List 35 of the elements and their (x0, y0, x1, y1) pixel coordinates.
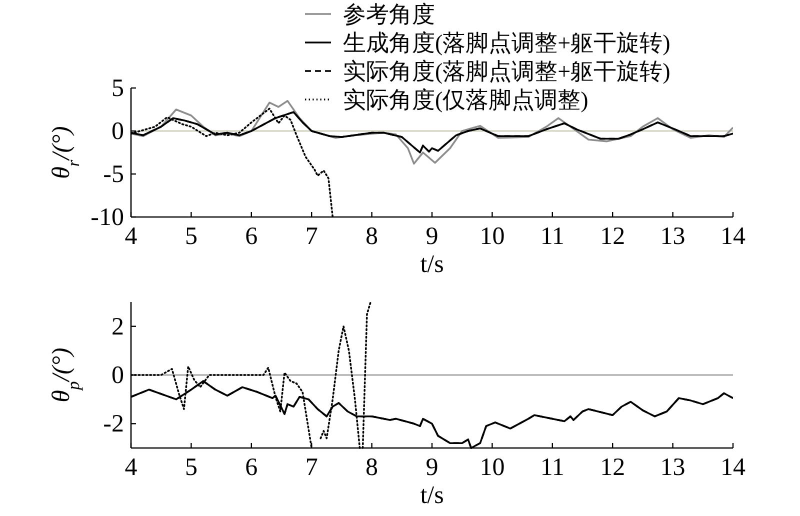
y-tick-label: -5 (103, 161, 124, 188)
x-axis-title: t/s (420, 251, 444, 278)
x-tick-label: 11 (540, 223, 564, 250)
x-tick-label: 5 (184, 454, 198, 481)
x-axis-title: t/s (420, 482, 444, 509)
y-tick-label: 0 (112, 362, 124, 389)
legend-label: 参考角度 (343, 2, 435, 27)
x-tick-label: 13 (660, 223, 686, 250)
x-tick-label: 12 (600, 223, 626, 250)
x-tick-label: 9 (426, 223, 438, 250)
x-tick-label: 14 (720, 454, 746, 481)
x-tick-label: 10 (480, 223, 505, 250)
x-tick-label: 13 (660, 454, 686, 481)
x-tick-label: 6 (245, 454, 258, 481)
x-tick-label: 8 (366, 223, 378, 250)
y-tick-label: -10 (90, 204, 124, 231)
x-tick-label: 10 (480, 454, 505, 481)
y-tick-label: -2 (103, 410, 124, 438)
x-tick-label: 4 (124, 454, 138, 481)
x-tick-label: 7 (305, 223, 318, 250)
x-tick-label: 9 (426, 454, 438, 481)
legend-label: 实际角度(仅落脚点调整) (343, 88, 588, 112)
x-tick-label: 12 (600, 454, 626, 481)
x-tick-label: 11 (540, 454, 564, 481)
x-tick-label: 7 (305, 454, 318, 481)
x-tick-label: 5 (184, 223, 198, 250)
x-tick-label: 6 (245, 223, 258, 250)
x-tick-label: 8 (366, 454, 378, 481)
y-tick-label: 0 (112, 118, 124, 145)
legend-label: 实际角度(落脚点调整+躯干旋转) (343, 59, 670, 84)
y-tick-label: 2 (112, 313, 124, 340)
legend-label: 生成角度(落脚点调整+躯干旋转) (343, 30, 670, 56)
x-tick-label: 4 (124, 223, 138, 250)
y-tick-label: 5 (112, 75, 124, 102)
x-tick-label: 14 (720, 223, 746, 250)
